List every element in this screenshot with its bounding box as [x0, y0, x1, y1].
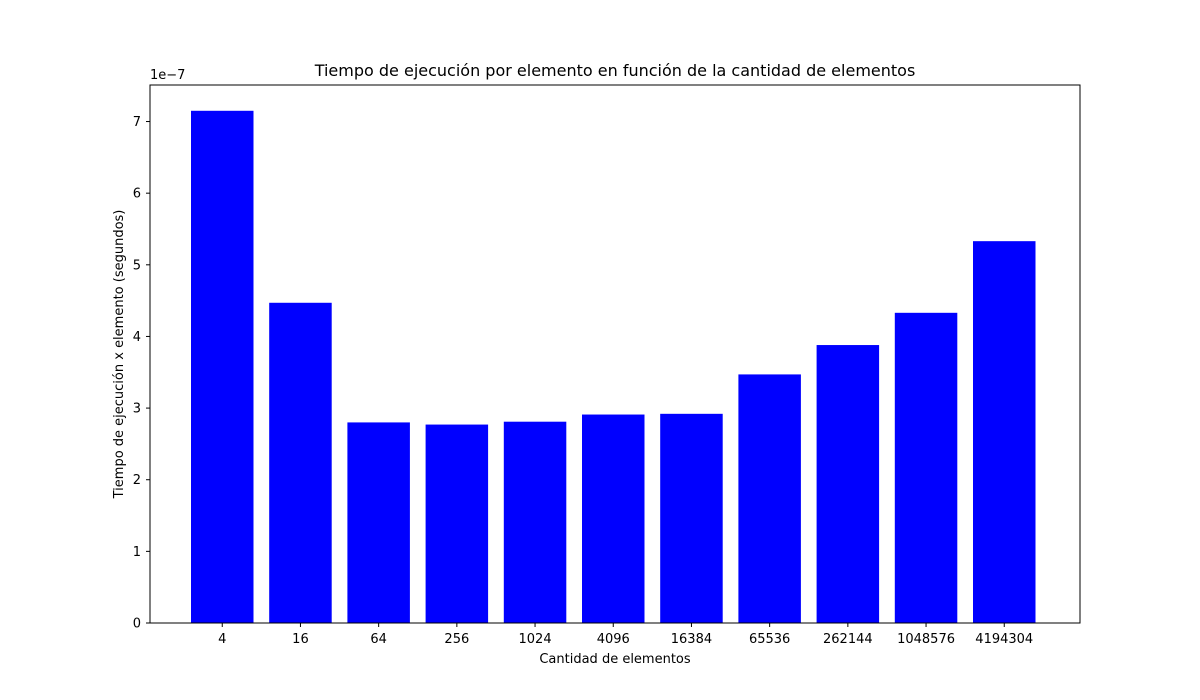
x-tick-label: 65536	[749, 632, 790, 647]
x-axis: 4 16 64 256 1024 4096 16384 65536 262144 1048576 4…	[218, 623, 1033, 647]
x-tick-label: 1024	[519, 632, 552, 647]
y-tick-label: 4	[133, 330, 141, 345]
bars-group	[191, 110, 1036, 623]
x-tick-label: 4194304	[975, 632, 1033, 647]
bar-16384	[660, 413, 723, 623]
chart-title: Tiempo de ejecución por elemento en func…	[314, 61, 916, 80]
bar-4096	[582, 414, 645, 623]
x-tick-label: 256	[444, 632, 469, 647]
bar-1024	[503, 421, 567, 623]
bar-64	[347, 422, 410, 623]
x-tick-label: 1048576	[897, 632, 955, 647]
bar-16	[269, 302, 332, 623]
y-tick-label: 3	[133, 402, 141, 417]
plot-frame	[149, 84, 1081, 624]
bar-65536	[738, 374, 801, 623]
y-scale-label: 1e−7	[150, 68, 185, 83]
y-tick-label: 7	[133, 115, 141, 130]
y-tick-label: 6	[133, 187, 141, 202]
bar-256	[425, 424, 489, 623]
x-tick-label: 64	[370, 632, 387, 647]
y-tick-label: 2	[133, 473, 141, 488]
x-tick-label: 16	[292, 632, 309, 647]
x-tick-label: 16384	[671, 632, 712, 647]
x-tick-label: 4	[218, 632, 226, 647]
bar-262144	[816, 345, 880, 623]
y-axis: 0 1 2 3 4 5 6 7	[133, 115, 150, 632]
x-axis-label: Cantidad de elementos	[539, 652, 691, 667]
bar-4	[191, 110, 254, 623]
y-tick-label: 0	[133, 617, 141, 632]
bar-4194304	[973, 241, 1036, 623]
bar-1048576	[894, 312, 958, 623]
x-tick-label: 4096	[597, 632, 630, 647]
y-tick-label: 5	[133, 258, 141, 273]
y-axis-label: Tiempo de ejecución x elemento (segundos…	[112, 210, 127, 500]
x-tick-label: 262144	[823, 632, 873, 647]
y-tick-label: 1	[133, 545, 141, 560]
